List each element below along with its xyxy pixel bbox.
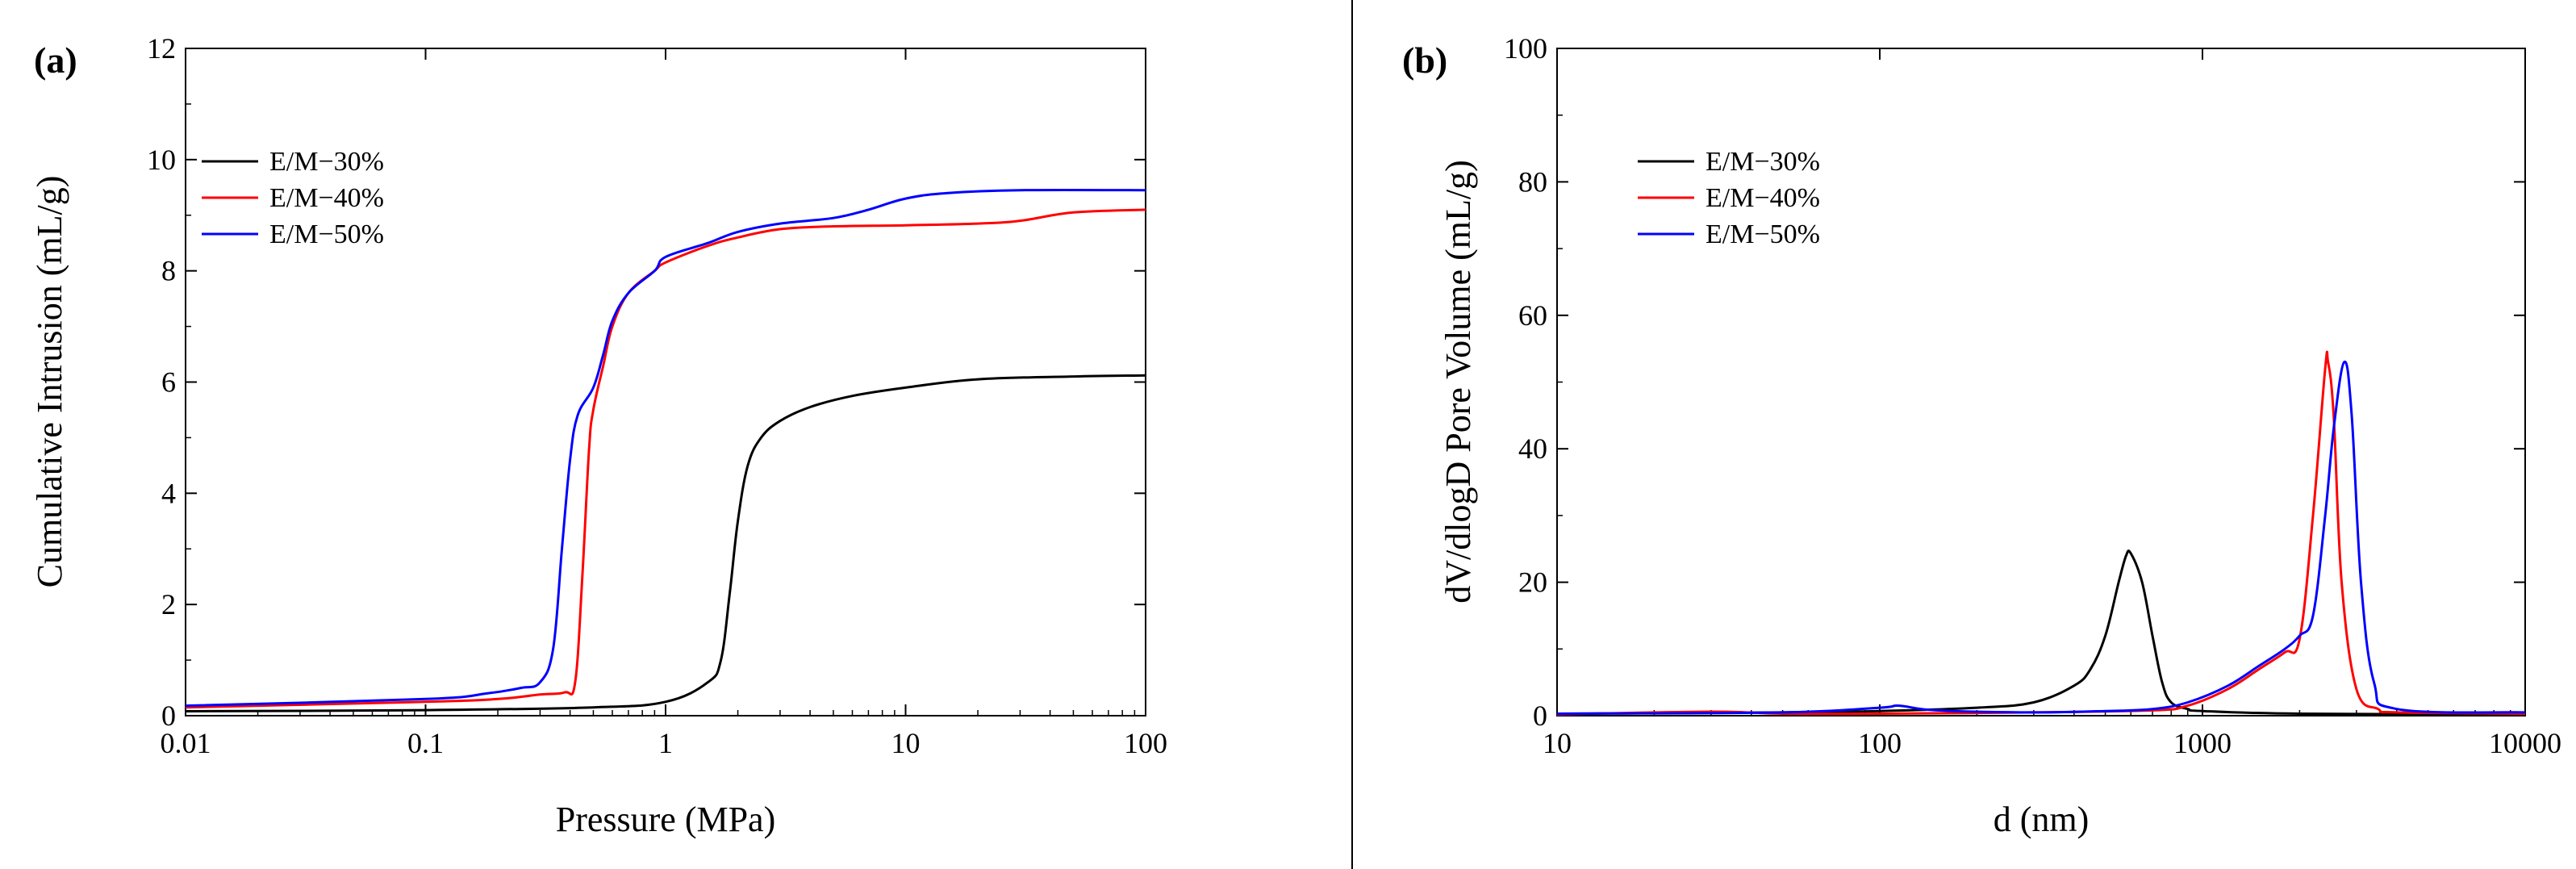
panel-b-x-axis-label: d (nm) — [1994, 800, 2090, 839]
x-tick-label: 1 — [658, 727, 673, 759]
y-tick-label: 8 — [161, 255, 176, 287]
panel-b-label: (b) — [1402, 40, 1447, 81]
x-tick-label: 100 — [1124, 727, 1167, 759]
y-tick-label: 6 — [161, 366, 176, 399]
y-tick-label: 80 — [1518, 165, 1547, 198]
x-tick-label: 10000 — [2489, 727, 2561, 759]
legend-label: E/M−40% — [1706, 183, 1820, 213]
panel-b-y-axis-label: dV/dlogD Pore Volume (mL/g) — [1438, 160, 1478, 604]
panel-a-y-axis-label: Cumulative Intrusion (mL/g) — [30, 176, 69, 588]
y-tick-label: 40 — [1518, 432, 1547, 465]
x-tick-label: 1000 — [2173, 727, 2232, 759]
legend-label: E/M−50% — [1706, 219, 1820, 249]
y-tick-label: 0 — [1533, 700, 1547, 732]
legend-label: E/M−30% — [1706, 147, 1820, 177]
y-tick-label: 2 — [161, 588, 176, 620]
panel-a-series — [185, 188, 1146, 712]
series-line-3 — [185, 188, 1146, 708]
panel-a-legend: E/M−30% E/M−40% E/M−50% — [202, 147, 384, 249]
y-tick-label: 4 — [161, 477, 176, 509]
y-tick-label: 20 — [1518, 566, 1547, 599]
x-tick-label: 0.01 — [161, 727, 211, 759]
series-line-1 — [1556, 549, 2526, 716]
series-line-2 — [185, 208, 1146, 709]
panel-b-plot-frame — [1556, 48, 2526, 717]
legend-label: E/M−30% — [269, 147, 384, 177]
panel-a-x-axis-label: Pressure (MPa) — [556, 800, 776, 839]
x-tick-label: 100 — [1858, 727, 1902, 759]
y-tick-label: 100 — [1504, 32, 1547, 65]
y-tick-label: 12 — [147, 32, 176, 65]
legend-label: E/M−50% — [269, 219, 384, 249]
panel-b-legend: E/M−30% E/M−40% E/M−50% — [1638, 147, 1820, 249]
series-line-1 — [185, 374, 1146, 712]
y-tick-label: 0 — [161, 700, 176, 732]
y-tick-label: 10 — [147, 144, 176, 176]
x-tick-label: 10 — [1543, 727, 1572, 759]
series-line-3 — [1556, 361, 2526, 715]
panel-divider — [1351, 0, 1353, 869]
y-tick-label: 60 — [1518, 299, 1547, 332]
panel-a-ticks: 0.01 0.1 1 10 100 0 2 4 6 8 10 12 — [147, 32, 1167, 759]
panel-a-label: (a) — [34, 40, 77, 81]
panel-a-chart: (a) 0.01 0.1 1 10 100 0 2 4 6 8 10 12 E/M−30% E/M−40… — [30, 32, 1167, 839]
legend-label: E/M−40% — [269, 183, 384, 213]
series-line-2 — [1556, 350, 2526, 716]
panel-b-series — [1556, 350, 2526, 716]
x-tick-label: 10 — [891, 727, 921, 759]
panel-b-ticks: 10 100 1000 10000 0 20 40 60 80 100 — [1504, 32, 2561, 759]
x-tick-label: 0.1 — [407, 727, 444, 759]
